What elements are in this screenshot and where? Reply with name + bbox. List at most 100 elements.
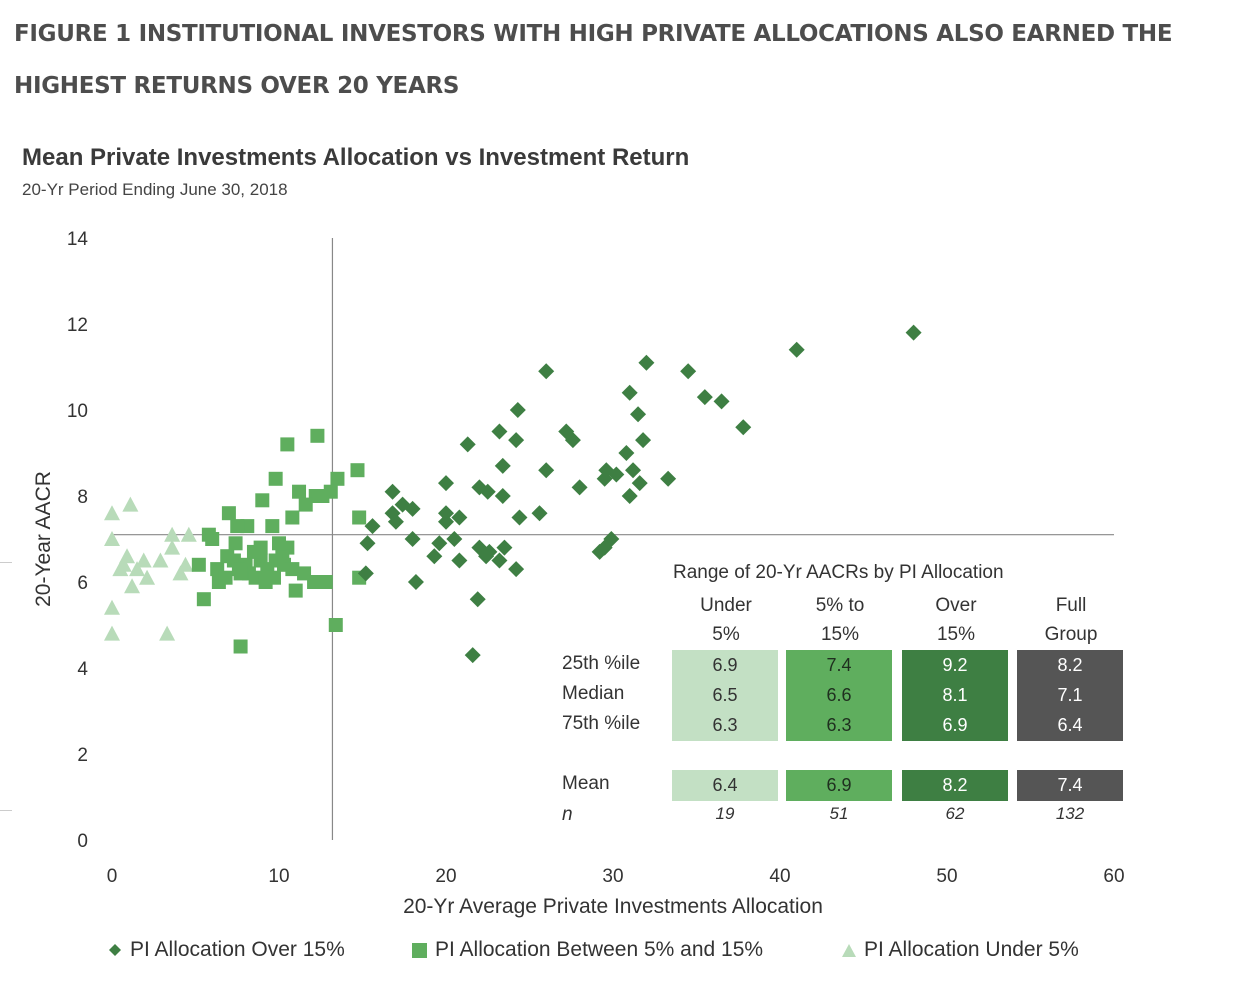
data-point-over-15 [459,436,476,453]
legend-item-under: PI Allocation Under 5% [842,938,1079,962]
table-cell: 8.1 [942,685,968,705]
data-point-5-to-15 [292,484,307,499]
data-point-under-5 [164,526,181,542]
data-point-5-to-15 [352,510,367,525]
data-point-over-15 [426,548,443,565]
data-point-over-15 [608,466,625,483]
data-point-over-15 [788,341,805,358]
data-point-over-15 [446,531,463,547]
table-cell: 6.3 [712,715,738,735]
table-cell: 6.6 [826,685,852,705]
legend-diamond-icon [109,944,121,957]
data-point-5-to-15 [265,519,280,534]
row-label-p75: 75th %ile [562,713,641,734]
data-point-under-5 [104,625,120,641]
table-cell-block-between [786,650,892,741]
x-tick-label: 10 [268,866,289,887]
table-column-header: Full Group [1017,591,1125,649]
data-point-over-15 [451,552,468,569]
data-point-under-5 [112,561,129,577]
data-point-5-to-15 [196,592,211,607]
row-label-p25: 25th %ile [562,653,641,674]
data-point-5-to-15 [268,471,283,486]
data-point-over-15 [618,445,635,461]
data-point-over-15 [625,462,642,479]
row-label-mean: Mean [562,773,610,794]
data-point-over-15 [660,470,677,487]
y-axis-label: 20-Year AACR [32,471,55,607]
table-cell: 6.4 [1057,715,1083,735]
data-point-5-to-15 [328,618,343,632]
table-cell-n: 51 [829,804,849,823]
legend-label: PI Allocation Between 5% and 15% [435,938,764,961]
data-point-under-5 [152,552,169,568]
data-point-under-5 [177,556,194,572]
table-cell-block-under [672,650,778,741]
table-cell: 6.9 [942,715,968,735]
data-point-under-5 [135,552,152,568]
data-point-over-15 [531,505,548,522]
row-label-median: Median [562,683,625,704]
data-point-over-15 [359,535,376,552]
x-tick-label: 40 [769,866,790,887]
table-cell-block-full [1017,650,1123,741]
data-point-over-15 [469,591,486,608]
data-point-5-to-15 [246,544,261,559]
x-tick-label: 0 [107,866,118,887]
data-point-under-5 [139,569,156,585]
data-point-5-to-15 [297,566,312,581]
data-point-5-to-15 [228,536,243,551]
data-point-under-5 [104,531,120,546]
data-point-over-15 [471,479,488,496]
x-axis-label: 20-Yr Average Private Investments Alloca… [403,895,823,918]
data-point-under-5 [124,578,141,594]
data-point-over-15 [357,565,374,582]
table-column-header: Under 5% [672,591,780,649]
mean-cell-block-under [672,770,778,801]
mean-cell-block-full [1017,770,1123,801]
data-point-over-15 [494,457,511,474]
legend-label: PI Allocation Under 5% [864,938,1079,961]
data-point-under-5 [164,539,181,555]
data-point-over-15 [696,389,713,406]
data-point-over-15 [571,479,588,496]
y-tick-label: 6 [77,573,88,594]
data-point-over-15 [494,488,511,504]
x-tick-label: 60 [1103,866,1124,887]
data-point-over-15 [603,531,620,547]
data-point-over-15 [394,496,411,513]
data-point-over-15 [508,432,525,449]
data-point-5-to-15 [191,557,206,572]
data-point-5-to-15 [330,471,345,486]
legend-item-over: PI Allocation Over 15% [108,938,345,962]
data-point-over-15 [564,432,581,449]
data-point-over-15 [638,354,655,371]
table-cell-n: 132 [1055,804,1085,823]
data-point-over-15 [508,561,525,578]
column-header-line: 15% [820,624,860,645]
data-point-over-15 [509,402,526,418]
table-cell-mean: 6.4 [712,775,738,795]
data-point-over-15 [630,406,647,423]
data-point-under-5 [104,599,120,615]
figure-title: FIGURE 1 INSTITUTIONAL INVESTORS WITH HI… [14,21,1173,99]
data-point-5-to-15 [318,575,333,589]
data-point-over-15 [621,488,638,504]
table-cell: 8.2 [1057,655,1083,675]
column-header-line: 5% [712,624,740,645]
data-point-under-5 [129,561,146,577]
data-point-5-to-15 [310,428,325,443]
x-tick-label: 50 [936,866,957,887]
data-point-over-15 [538,462,555,479]
data-point-5-to-15 [285,562,300,577]
data-point-over-15 [713,393,730,410]
data-point-over-15 [387,513,404,530]
chart-subtitle: 20-Yr Period Ending June 30, 2018 [22,180,288,199]
y-tick-label: 14 [67,229,89,250]
data-point-over-15 [621,384,638,401]
table-cell: 6.9 [712,655,738,675]
data-point-over-15 [591,543,608,560]
table-cell-n: 19 [715,804,735,823]
column-header-line: Over [935,595,977,616]
